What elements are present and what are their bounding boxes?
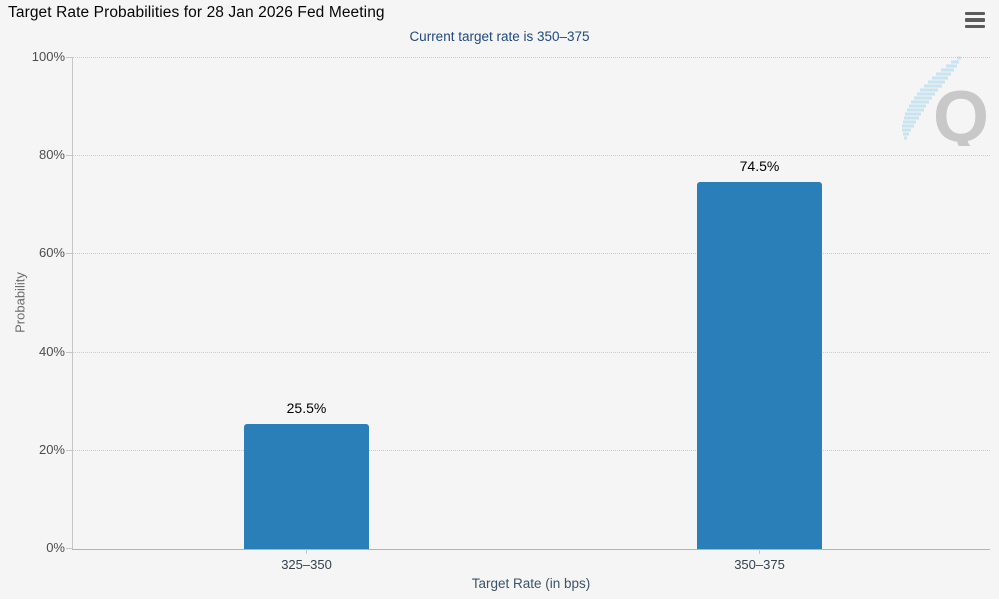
y-tick-label: 60%: [38, 245, 65, 260]
hamburger-menu-icon[interactable]: [964, 10, 986, 30]
y-tick-mark: [66, 548, 73, 549]
x-tick-mark: [306, 549, 307, 554]
y-tick-label: 0%: [46, 540, 65, 555]
gridline: [73, 450, 990, 451]
page-title: Target Rate Probabilities for 28 Jan 202…: [8, 4, 385, 21]
y-tick-mark: [66, 253, 73, 254]
x-axis-line: [72, 549, 990, 550]
y-tick-label: 80%: [38, 147, 65, 162]
hamburger-bar: [965, 12, 985, 16]
y-tick-label: 20%: [38, 442, 65, 457]
gridline: [73, 352, 990, 353]
x-axis-title: Target Rate (in bps): [471, 576, 591, 591]
x-tick-label: 325–350: [281, 557, 332, 572]
hamburger-bar: [965, 18, 985, 22]
y-tick-label: 40%: [38, 344, 65, 359]
bar-value-label: 74.5%: [739, 158, 780, 174]
x-tick-label: 350–375: [734, 557, 785, 572]
gridline: [73, 253, 990, 254]
gridline: [73, 155, 990, 156]
y-tick-mark: [66, 57, 73, 58]
plot-area: 100% 80% 60% 40% 20% 0% 25.5% 74.5% 325–…: [32, 49, 990, 572]
gridline: [73, 57, 990, 58]
x-tick-mark: [759, 549, 760, 554]
y-tick-mark: [66, 450, 73, 451]
hamburger-bar: [965, 24, 985, 28]
probability-bar[interactable]: [697, 182, 822, 549]
y-tick-label: 100%: [31, 49, 65, 64]
bar-value-label: 25.5%: [286, 400, 327, 416]
y-tick-mark: [66, 352, 73, 353]
y-axis-title: Probability: [12, 272, 28, 333]
y-tick-mark: [66, 155, 73, 156]
chart-subtitle: Current target rate is 350–375: [409, 29, 590, 44]
probability-bar[interactable]: [244, 424, 369, 549]
